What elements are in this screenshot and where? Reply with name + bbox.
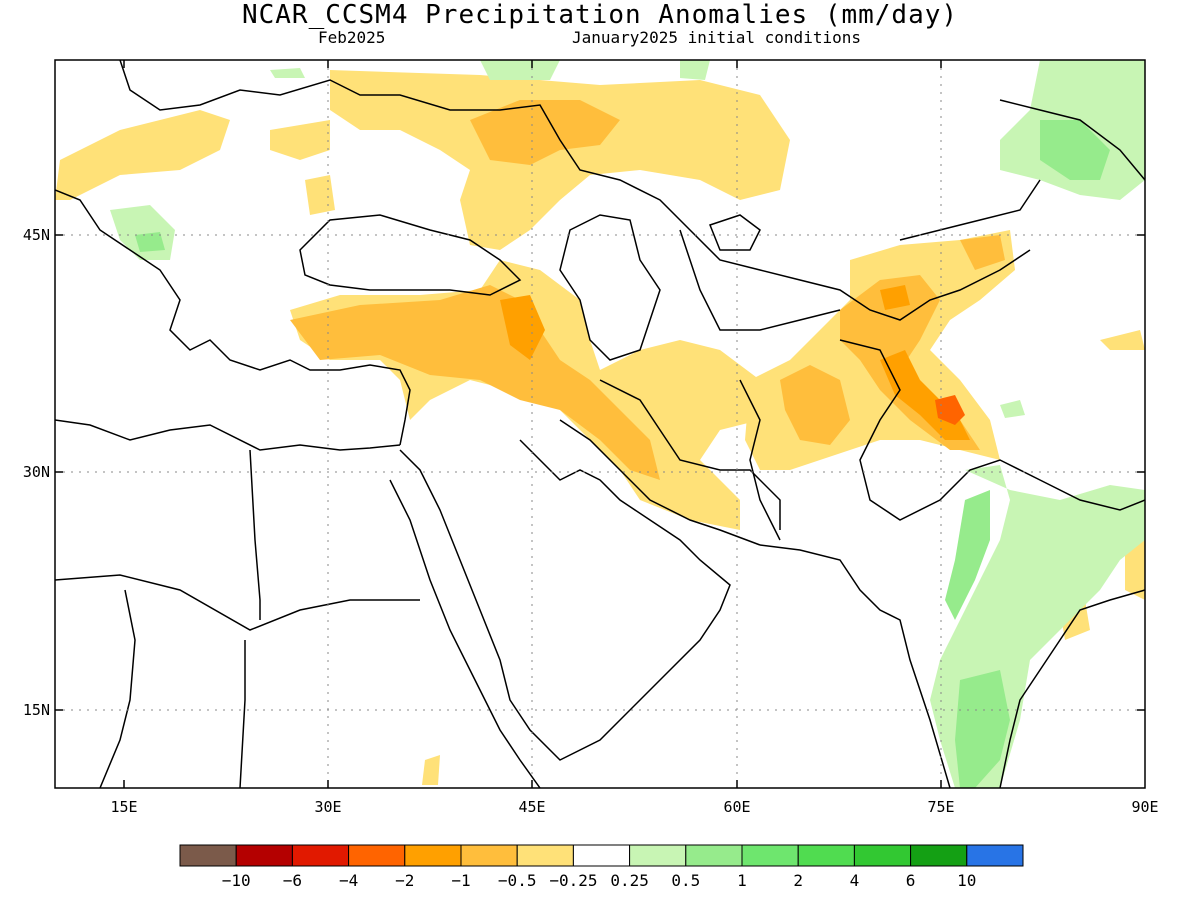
lat-label-15n: 15N: [23, 701, 50, 719]
colorbar-swatch: [404, 844, 462, 867]
colorbar-label: −6: [283, 871, 302, 890]
anomaly-shading: [55, 60, 1145, 788]
lon-label-30e: 30E: [314, 798, 341, 816]
colorbar-label: −10: [222, 871, 251, 890]
colorbar-label: 6: [906, 871, 916, 890]
map-frame: [54, 59, 1146, 789]
colorbar-swatch: [516, 844, 574, 867]
init-conditions: January2025 initial conditions: [572, 28, 861, 47]
lat-label-45n: 45N: [23, 226, 50, 244]
colorbar-swatch: [853, 844, 912, 867]
map-title: NCAR_CCSM4 Precipitation Anomalies (mm/d…: [241, 0, 959, 30]
colorbar-label: −4: [339, 871, 358, 890]
coastlines: [55, 60, 1145, 788]
colorbar-swatch: [741, 844, 799, 867]
colorbar-swatch: [910, 844, 968, 867]
lat-label-30n: 30N: [23, 463, 50, 481]
colorbar-swatch: [348, 844, 406, 867]
colorbar-swatch: [629, 844, 687, 867]
lon-label-90e: 90E: [1131, 798, 1158, 816]
colorbar-label: −0.5: [498, 871, 537, 890]
lon-label-15e: 15E: [110, 798, 137, 816]
gridlines: [55, 60, 1145, 788]
colorbar-label: 4: [850, 871, 860, 890]
valid-month: Feb2025: [318, 28, 386, 47]
colorbar-swatch: [235, 844, 293, 867]
colorbar-label: 0.25: [610, 871, 649, 890]
lon-label-75e: 75E: [927, 798, 954, 816]
colorbar-label: 2: [793, 871, 803, 890]
colorbar: −10 −6 −4 −2 −1 −0.5 −0.25 0.25 0.5 1 2 4 6 10: [179, 844, 1024, 890]
colorbar-swatch: [179, 844, 237, 867]
colorbar-label: −0.25: [549, 871, 597, 890]
colorbar-swatch: [966, 844, 1024, 867]
lon-label-60e: 60E: [723, 798, 750, 816]
colorbar-label: −1: [451, 871, 470, 890]
dry-mid-regions: [290, 100, 1005, 480]
colorbar-swatch: [291, 844, 350, 867]
colorbar-swatch: [797, 844, 855, 867]
colorbar-swatch: [685, 844, 743, 867]
colorbar-swatch: [460, 844, 518, 867]
colorbar-label: 0.5: [671, 871, 700, 890]
colorbar-swatch: [572, 844, 631, 867]
colorbar-label: −2: [395, 871, 414, 890]
lon-label-45e: 45E: [518, 798, 545, 816]
dry-max-regions: [935, 395, 965, 425]
wet-mid-regions: [135, 120, 1110, 788]
tick-marks: [55, 60, 1145, 788]
colorbar-label: 1: [737, 871, 747, 890]
colorbar-label: 10: [957, 871, 976, 890]
